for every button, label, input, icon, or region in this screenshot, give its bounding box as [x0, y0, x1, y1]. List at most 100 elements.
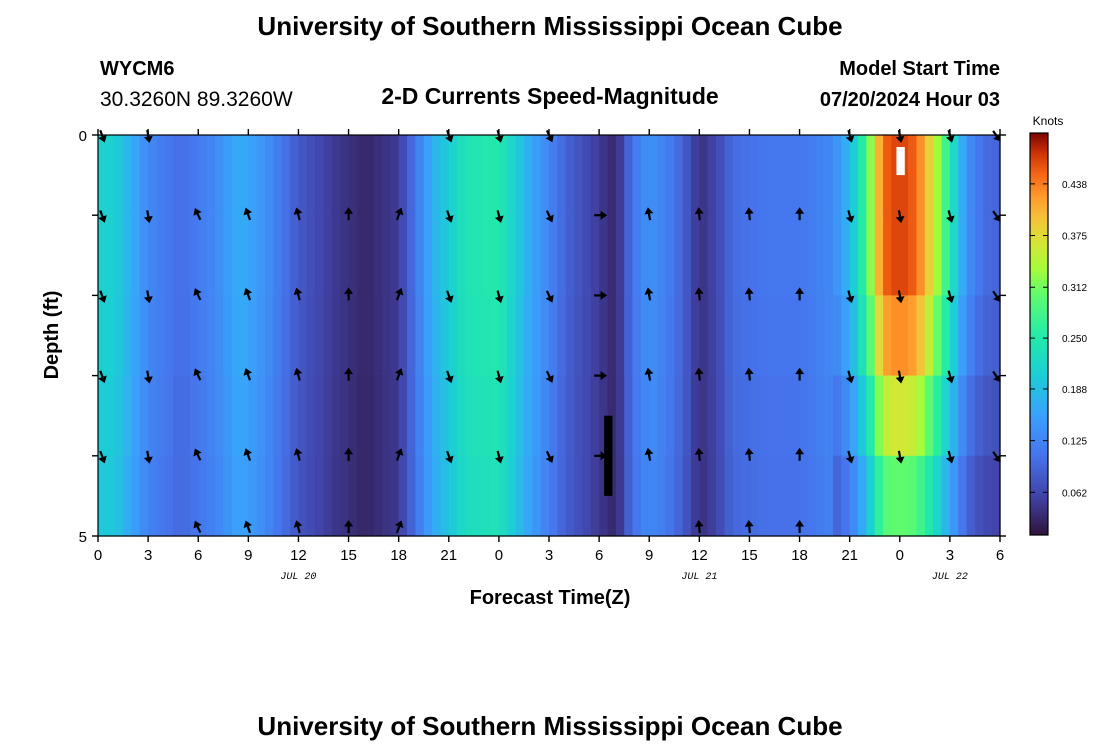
heatmap-cell — [440, 135, 450, 216]
colorbar-tick-label: 0.438 — [1062, 180, 1087, 191]
heatmap-cell — [858, 455, 867, 537]
heatmap-cell — [891, 295, 901, 377]
current-arrow — [845, 210, 855, 223]
current-arrow — [445, 210, 454, 223]
heatmap-cell — [123, 135, 133, 216]
heatmap-cell — [448, 455, 458, 537]
heatmap-cell — [924, 215, 934, 296]
heatmap-cell — [239, 135, 249, 216]
heatmap-cell — [298, 455, 308, 537]
heatmap-cell — [807, 215, 817, 296]
heatmap-cell — [231, 135, 241, 216]
heatmap-cell — [206, 375, 216, 457]
current-arrow — [992, 370, 1001, 383]
heatmap-cell — [482, 215, 492, 296]
heatmap-cell — [624, 135, 634, 216]
heatmap-cell — [599, 295, 609, 377]
heatmap-cell — [832, 375, 842, 457]
heatmap-cell — [983, 135, 993, 216]
heatmap-cell — [123, 215, 133, 296]
heatmap-cell — [507, 375, 517, 457]
heatmap-cell — [699, 455, 709, 537]
heatmap-cell — [457, 135, 467, 216]
heatmap-cell — [908, 455, 918, 537]
heatmap-cell — [632, 135, 642, 216]
heatmap-cell — [156, 375, 166, 457]
heatmap-cell — [532, 375, 542, 457]
x-tick-label: 6 — [194, 547, 202, 564]
heatmap-cell — [849, 295, 859, 377]
heatmap-cell — [958, 135, 968, 216]
date-label: JUL 21 — [681, 572, 717, 583]
heatmap-cell — [114, 215, 124, 296]
heatmap-cell — [515, 455, 525, 537]
heatmap-cell — [949, 135, 959, 216]
heatmap-cell — [674, 295, 684, 377]
x-tick-label: 9 — [645, 547, 653, 564]
heatmap-cell — [348, 375, 358, 457]
colorbar-tick-label: 0.125 — [1062, 437, 1087, 448]
colorbar-bar — [1029, 132, 1049, 536]
heatmap-cell — [791, 375, 801, 457]
heatmap-cell — [473, 295, 483, 377]
heatmap-cell — [540, 375, 550, 457]
heatmap-cell — [816, 135, 826, 216]
heatmap-cell — [298, 295, 308, 377]
heatmap-cell — [331, 375, 341, 457]
current-arrow — [594, 290, 608, 300]
heatmap-cell — [106, 215, 116, 296]
heatmap-cell — [256, 295, 266, 377]
model-start-label: Model Start Time — [839, 58, 1000, 80]
heatmap-cell — [398, 455, 408, 537]
heatmap-cell — [607, 135, 617, 216]
current-arrow — [845, 370, 855, 384]
heatmap-cell — [941, 215, 951, 296]
current-arrow — [744, 447, 754, 461]
heatmap-cell — [724, 295, 734, 377]
heatmap-cell — [206, 295, 216, 377]
heatmap-cell — [699, 295, 709, 377]
heatmap-cell — [682, 455, 692, 537]
date-label: JUL 20 — [280, 572, 316, 583]
heatmap-cell — [849, 135, 859, 216]
heatmap-cell — [407, 215, 416, 296]
heatmap-cell — [114, 295, 124, 377]
x-axis-label: Forecast Time(Z) — [470, 587, 631, 609]
heatmap-cell — [356, 135, 366, 216]
heatmap-cell — [816, 375, 826, 457]
heatmap-cell — [690, 375, 700, 457]
heatmap-cell — [565, 375, 575, 457]
heatmap-cell — [273, 135, 283, 216]
heatmap-cell — [139, 295, 149, 377]
current-arrow — [98, 290, 107, 303]
colorbar-ticks: 0.062 0.125 0.188 0.250 0.312 0.375 0.438 — [1030, 180, 1087, 499]
date-labels: JUL 20 JUL 21 JUL 22 — [280, 572, 967, 583]
current-arrow — [895, 370, 905, 384]
heatmap-cell — [816, 295, 826, 377]
current-arrow — [243, 207, 253, 221]
heatmap-cell — [457, 375, 467, 457]
heatmap-cell — [707, 295, 717, 377]
heatmap-cell — [532, 295, 542, 377]
heatmap-cell — [599, 455, 609, 537]
heatmap-cell — [214, 135, 224, 216]
heatmap-cell — [716, 215, 725, 296]
heatmap-cell — [281, 375, 291, 457]
heatmap-cell — [632, 295, 642, 377]
heatmap-cell — [273, 455, 283, 537]
heatmap-cell — [557, 295, 567, 377]
heatmap-cell — [398, 135, 408, 216]
heatmap-cell — [298, 375, 308, 457]
heatmap-cell — [958, 295, 968, 377]
heatmap-cell — [832, 135, 842, 216]
current-arrow — [394, 520, 404, 534]
heatmap-cell — [824, 215, 834, 296]
heatmap-cell — [98, 375, 107, 457]
heatmap-cell — [323, 135, 333, 216]
heatmap-cell — [231, 455, 241, 537]
heatmap-cell — [98, 135, 107, 216]
heatmap-cell — [991, 295, 1001, 377]
heatmap-cell — [448, 135, 458, 216]
current-arrow — [992, 290, 1001, 302]
heatmap-cell — [398, 295, 408, 377]
